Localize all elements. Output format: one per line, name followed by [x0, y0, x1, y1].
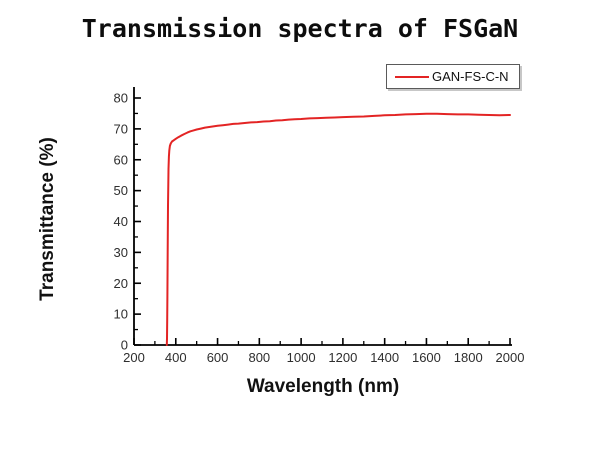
y-tick-label: 0: [121, 338, 128, 353]
y-tick-label: 40: [114, 214, 128, 229]
x-tick-label: 400: [165, 350, 187, 365]
y-tick-label: 80: [114, 91, 128, 106]
series-line-gan-fs-c-n: [165, 112, 511, 346]
legend-label: GAN-FS-C-N: [432, 69, 509, 84]
x-tick-label: 1800: [454, 350, 483, 365]
x-tick-label: 2000: [496, 350, 525, 365]
legend-line-sample: [395, 75, 429, 78]
x-tick-label: 1200: [328, 350, 357, 365]
x-tick-label: 1400: [370, 350, 399, 365]
y-tick-label: 30: [114, 245, 128, 260]
x-tick-label: 800: [248, 350, 270, 365]
y-tick-label: 50: [114, 183, 128, 198]
x-tick-label: 600: [207, 350, 229, 365]
x-tick-label: 1000: [287, 350, 316, 365]
x-axis-label: Wavelength (nm): [246, 376, 400, 397]
chart-title: Transmission spectra of FSGaN: [81, 14, 519, 43]
x-tick-label: 200: [123, 350, 145, 365]
legend: GAN-FS-C-N: [386, 64, 520, 89]
y-tick-label: 10: [114, 307, 128, 322]
y-tick-label: 60: [114, 152, 128, 167]
x-tick-label: 1600: [412, 350, 441, 365]
y-tick-label: 70: [114, 121, 128, 136]
y-tick-label: 20: [114, 276, 128, 291]
